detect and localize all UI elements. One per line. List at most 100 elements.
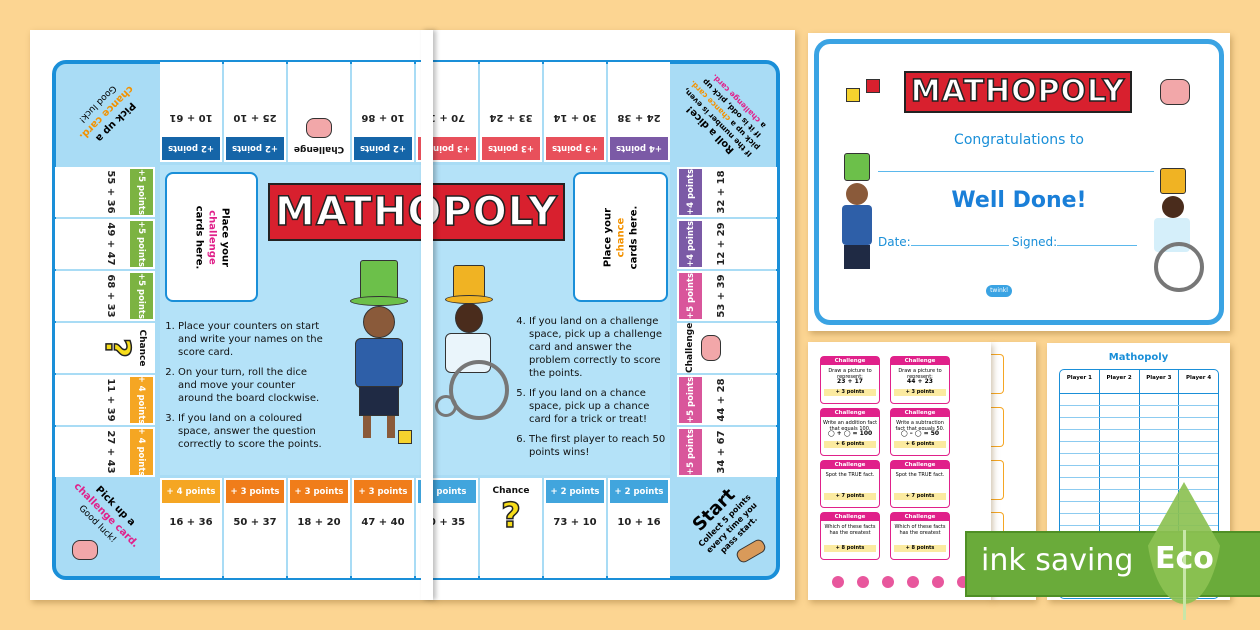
points-band: +2 points xyxy=(226,137,284,160)
sum-text: 16 + 36 xyxy=(169,517,213,528)
board-space-bottom: + 2 points 10 + 16 xyxy=(608,478,670,578)
score-row[interactable] xyxy=(1060,394,1218,406)
board-space-top: +2 points 10 + 61 xyxy=(160,62,222,162)
dice-icon xyxy=(846,88,860,102)
counter-dot xyxy=(932,576,944,588)
board-space-bottom: + 3 points 47 + 40 xyxy=(352,478,414,578)
score-row[interactable] xyxy=(1060,442,1218,454)
points-band: +4 points xyxy=(679,169,702,215)
wheelchair-character-illustration xyxy=(435,265,515,440)
points-band: +4 points xyxy=(679,221,702,267)
board-space-top: +3 points 33 + 24 xyxy=(480,62,542,162)
counter-dot xyxy=(882,576,894,588)
score-row[interactable] xyxy=(1060,430,1218,442)
card-header: Challenge xyxy=(891,409,949,417)
special-label: Challenge xyxy=(685,322,695,373)
score-row[interactable] xyxy=(1060,406,1218,418)
card-points: + 8 points xyxy=(824,545,876,552)
board-space-left: +5 points 68 + 33 xyxy=(55,271,155,321)
score-row[interactable] xyxy=(1060,454,1218,466)
points-band: + 4 points xyxy=(162,480,220,503)
certificate-title: MATHOPOLY xyxy=(904,71,1132,113)
corner-top-right: Roll a dice! If the number is even, pick… xyxy=(676,66,774,158)
card-points: + 3 points xyxy=(824,389,876,396)
card-sum: ◯ – ◯ = 50 xyxy=(900,430,940,437)
card-points: + 7 points xyxy=(824,493,876,500)
score-row[interactable] xyxy=(1060,478,1218,490)
corner-top-left: Pick up a chance card. Good luck! xyxy=(58,66,154,158)
chance-card-pile[interactable]: Place your chance cards here. xyxy=(573,172,668,302)
points-band: +4 points xyxy=(610,137,668,160)
date-field[interactable]: Date: xyxy=(878,235,1009,249)
question-mark-icon: ? xyxy=(500,495,521,537)
instructions-right: If you land on a challenge space, pick u… xyxy=(515,315,670,466)
card-header: Challenge xyxy=(891,461,949,469)
points-band: +2 points xyxy=(162,137,220,160)
sum-text: 10 + 61 xyxy=(169,112,213,123)
card-text: Which of these facts has the greatest an… xyxy=(894,524,946,534)
congratulations-text: Congratulations to xyxy=(954,132,1084,148)
card-sum xyxy=(821,534,879,542)
special-label: Challenge xyxy=(293,144,345,154)
score-row[interactable] xyxy=(1060,466,1218,478)
challenge-card: Challenge Draw a picture to represent: 2… xyxy=(820,356,880,404)
sum-text: 33 + 24 xyxy=(489,112,533,123)
points-band: +5 points xyxy=(130,273,153,319)
sum-text: 73 + 10 xyxy=(553,517,597,528)
counter-dot xyxy=(907,576,919,588)
boy-character-illustration xyxy=(838,153,878,293)
card-sum: 44 + 23 xyxy=(907,378,933,385)
page-divider xyxy=(421,30,433,600)
board-space-top: +2 points 25 + 10 xyxy=(224,62,286,162)
points-band: +5 points xyxy=(679,429,702,475)
sum-text: 27 + 43 xyxy=(105,430,116,474)
instruction-item: If you land on a coloured space, answer … xyxy=(178,412,324,451)
card-sum: 23 + 17 xyxy=(837,378,863,385)
card-points: + 3 points xyxy=(894,389,946,396)
challenge-box-text: Place your xyxy=(219,207,230,267)
sum-text: 49 + 47 xyxy=(105,222,116,266)
card-sum: ◯ + ◯ = 100 xyxy=(827,430,873,437)
name-line[interactable] xyxy=(878,171,1154,172)
sum-text: 12 + 29 xyxy=(716,222,727,266)
challenge-card: Challenge Write a subtraction fact that … xyxy=(890,408,950,456)
sum-text: 50 + 37 xyxy=(233,517,277,528)
points-band: +5 points xyxy=(130,169,153,215)
challenge-card-pile[interactable]: Place your challenge cards here. xyxy=(165,172,258,302)
card-header: Challenge xyxy=(891,513,949,521)
sum-text: 44 + 28 xyxy=(716,378,727,422)
sum-text: 53 + 39 xyxy=(716,274,727,318)
score-row[interactable] xyxy=(1060,418,1218,430)
card-points: + 6 points xyxy=(894,441,946,448)
sum-text: 0 + 35 xyxy=(428,517,466,528)
sum-text: 11 + 39 xyxy=(105,378,116,422)
card-sum xyxy=(891,482,949,490)
points-band: + 4 points xyxy=(130,376,153,424)
points-band: +3 points xyxy=(546,137,604,160)
chance-box-highlight: chance xyxy=(615,217,626,257)
score-sheet-title: Mathopoly xyxy=(1108,352,1169,363)
points-band: +5 points xyxy=(679,273,702,319)
player-column-header: Player 2 xyxy=(1100,370,1140,393)
sum-text: 34 + 67 xyxy=(716,430,727,474)
special-label: Chance xyxy=(492,486,530,496)
board-center: Place your challenge cards here. MATHOPO… xyxy=(160,165,670,475)
card-text: Draw a picture to represent: xyxy=(828,368,872,378)
corner-start: Start Collect 5 points every time you pa… xyxy=(676,482,774,574)
signed-field[interactable]: Signed: xyxy=(1012,235,1138,249)
card-points: + 6 points xyxy=(824,441,876,448)
card-points: + 8 points xyxy=(894,545,946,552)
board-space-left: + 4 points 27 + 43 xyxy=(55,427,155,477)
signed-label: Signed: xyxy=(1012,235,1058,249)
points-band: +5 points xyxy=(130,221,153,267)
points-band: + 4 points xyxy=(130,428,153,476)
dice-icon xyxy=(866,79,880,93)
dice-icon xyxy=(398,430,412,444)
ink-saving-text: ink saving xyxy=(981,543,1134,578)
sum-text: 55 + 36 xyxy=(105,170,116,214)
board-space-bottom: + 3 points 50 + 37 xyxy=(224,478,286,578)
card-text: Which of these facts has the greatest an… xyxy=(824,524,876,534)
instructions-left: Place your counters on start and write y… xyxy=(164,320,324,458)
board-space-top: +4 points 24 + 38 xyxy=(608,62,670,162)
board-space-right: +5 points 53 + 39 xyxy=(677,271,777,321)
